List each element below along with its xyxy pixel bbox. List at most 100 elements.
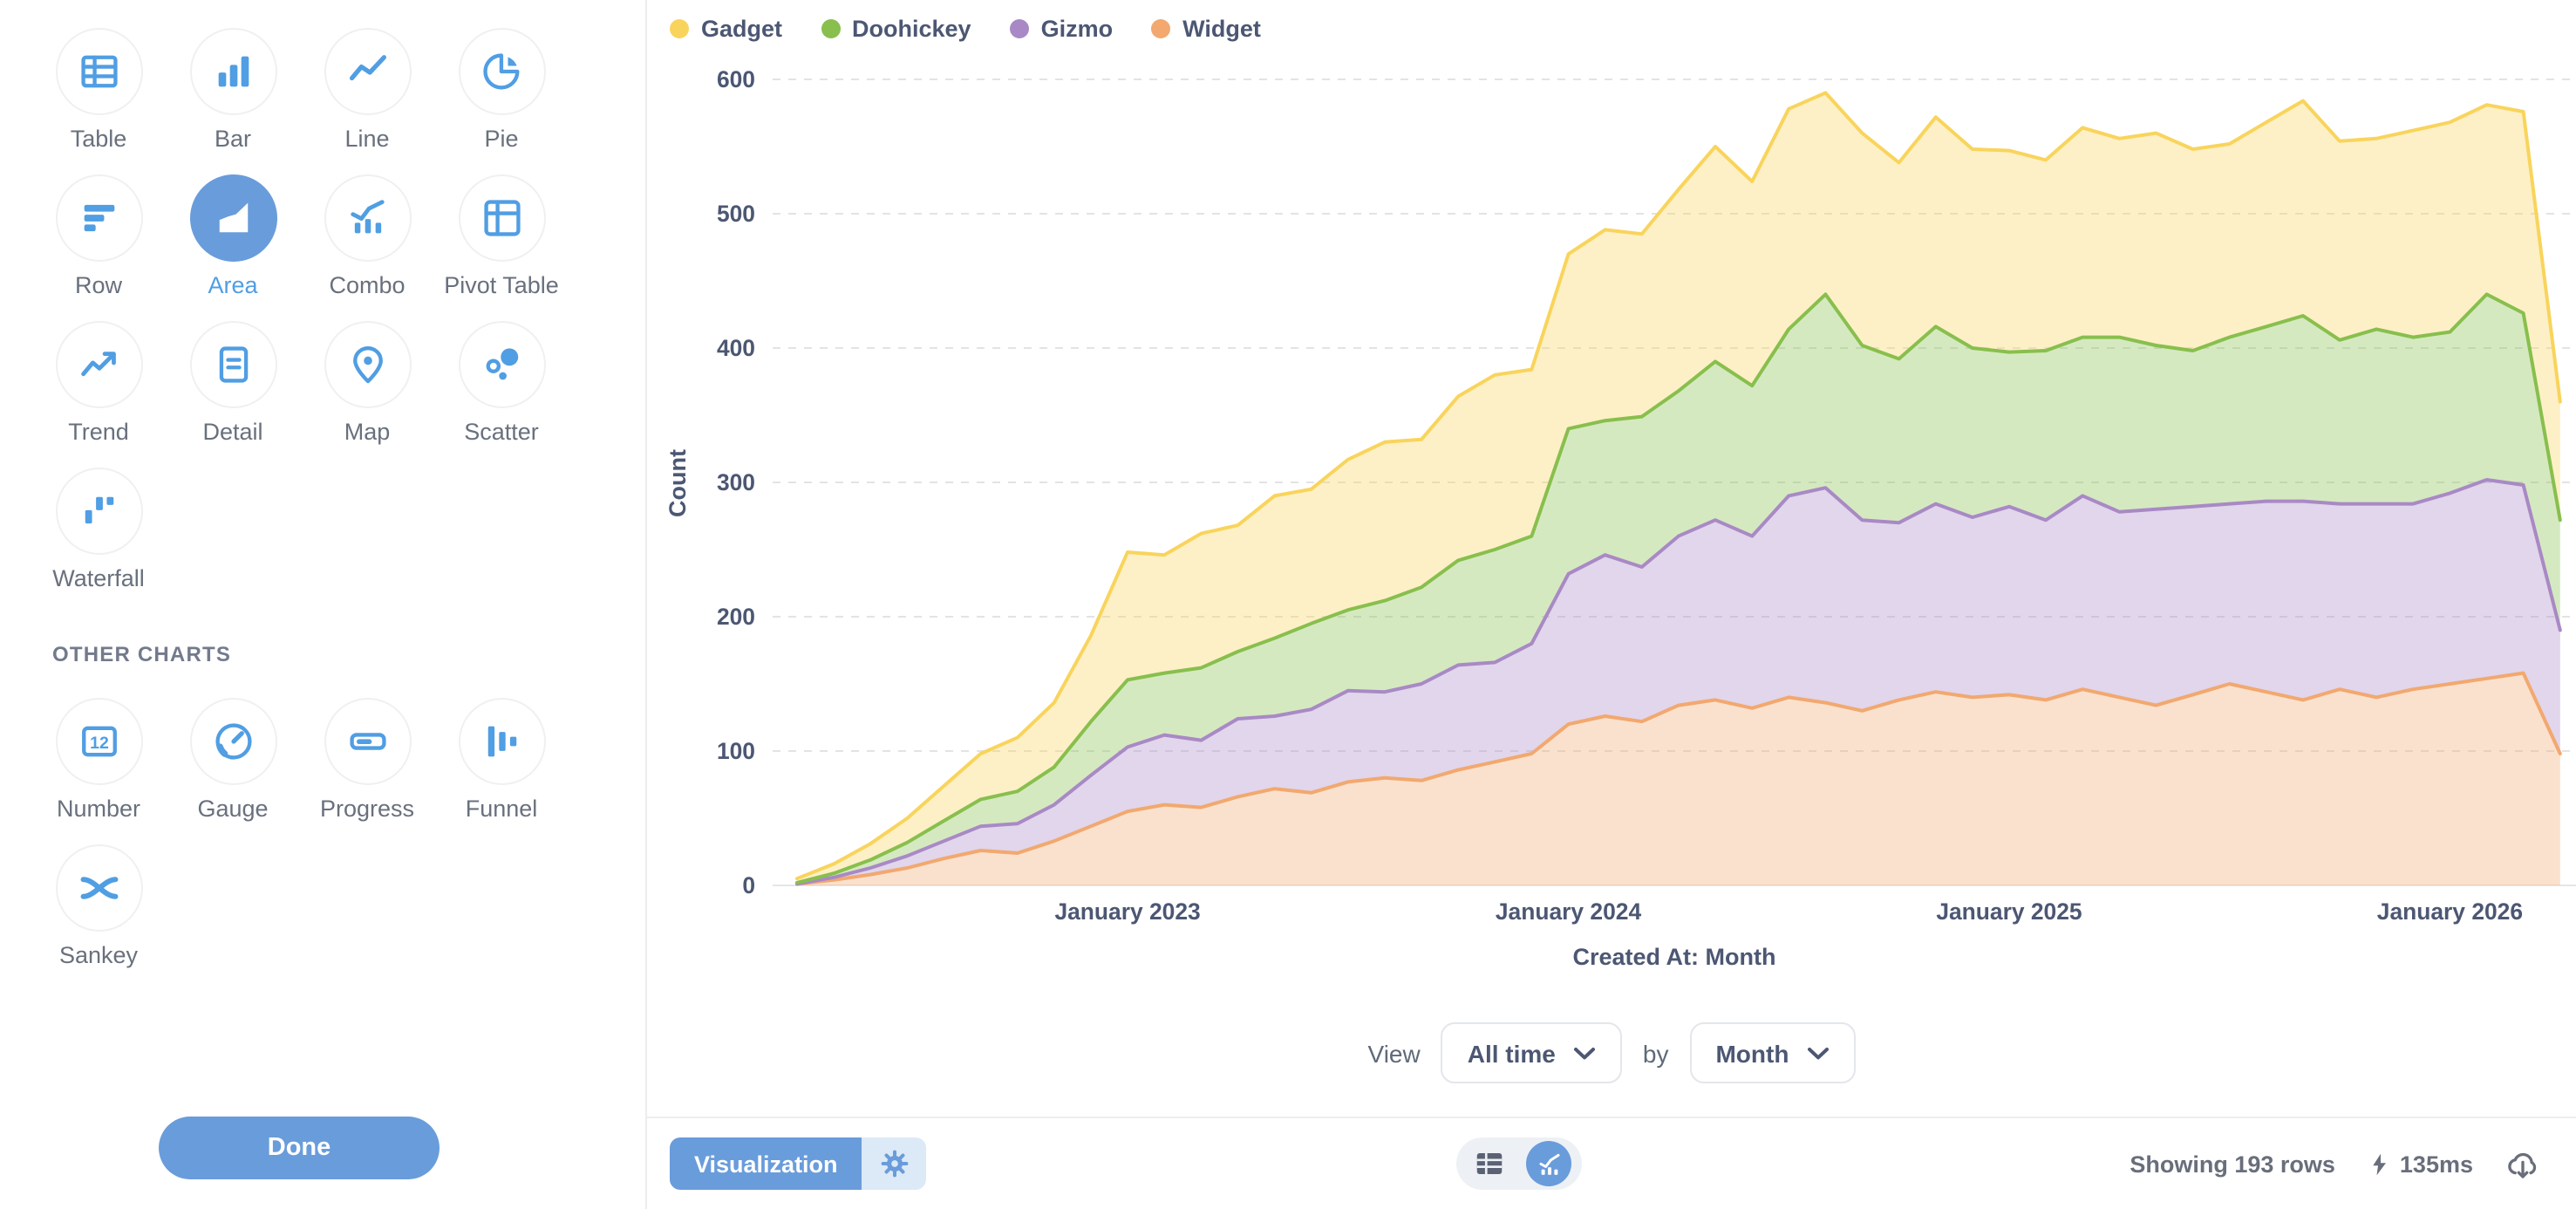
chart-type-line[interactable]: Line xyxy=(300,28,434,154)
gauge-chart-icon xyxy=(189,698,276,785)
time-filter-select[interactable]: All time xyxy=(1441,1022,1622,1083)
other-charts-grid: 12 Number Gauge Progress Funnel Sankey xyxy=(31,698,645,970)
lightning-icon xyxy=(2373,1152,2386,1175)
svg-text:January 2026: January 2026 xyxy=(2377,898,2523,925)
legend-label: Gizmo xyxy=(1040,16,1114,42)
waterfall-chart-icon xyxy=(55,468,142,555)
number-chart-icon: 12 xyxy=(55,698,142,785)
chart-type-gauge[interactable]: Gauge xyxy=(166,698,300,823)
legend-dot xyxy=(1151,19,1171,38)
legend-item-doohickey[interactable]: Doohickey xyxy=(821,16,971,42)
by-label: by xyxy=(1642,1039,1669,1067)
chart-type-map[interactable]: Map xyxy=(300,321,434,447)
other-charts-heading: OTHER CHARTS xyxy=(52,642,232,666)
chart-type-bar[interactable]: Bar xyxy=(166,28,300,154)
chart-type-label: Area xyxy=(208,272,258,298)
bar-chart-icon xyxy=(189,28,276,115)
gear-icon xyxy=(881,1150,908,1178)
chart-type-label: Waterfall xyxy=(52,565,145,591)
chart-type-label: Gauge xyxy=(197,796,269,822)
chevron-down-icon xyxy=(1807,1047,1829,1059)
svg-text:January 2025: January 2025 xyxy=(1936,898,2082,925)
row-chart-icon xyxy=(55,174,142,262)
stacked-area-chart-canvas[interactable]: 0 100 200 300 400 500 600 January 2023 January 2… xyxy=(647,0,2576,994)
chart-type-table[interactable]: Table xyxy=(31,28,166,154)
chart-type-label: Table xyxy=(70,126,127,152)
chart-type-funnel[interactable]: Funnel xyxy=(434,698,569,823)
legend-dot xyxy=(821,19,841,38)
svg-text:400: 400 xyxy=(717,335,755,361)
chart-view-button[interactable] xyxy=(1526,1141,1571,1186)
visualization-settings-button[interactable] xyxy=(862,1137,927,1190)
svg-text:200: 200 xyxy=(717,604,755,630)
grouping-select[interactable]: Month xyxy=(1689,1022,1856,1083)
svg-text:600: 600 xyxy=(717,66,755,92)
legend-label: Gadget xyxy=(701,16,783,42)
download-results-button[interactable] xyxy=(2504,1145,2541,1182)
svg-text:300: 300 xyxy=(717,469,755,495)
time-filter-value: All time xyxy=(1467,1039,1556,1067)
timing-text: 135ms xyxy=(2399,1151,2473,1177)
chart-type-label: Map xyxy=(344,419,391,445)
chart-type-progress[interactable]: Progress xyxy=(300,698,434,823)
visualization-button[interactable]: Visualization xyxy=(670,1137,862,1190)
grouping-value: Month xyxy=(1715,1039,1789,1067)
cloud-download-icon xyxy=(2508,1151,2537,1178)
table-chart-icon xyxy=(55,28,142,115)
chart-type-label: Line xyxy=(344,126,390,152)
chart-type-detail[interactable]: Detail xyxy=(166,321,300,447)
chart-type-area[interactable]: Area xyxy=(166,174,300,300)
chart-type-combo[interactable]: Combo xyxy=(300,174,434,300)
sankey-chart-icon xyxy=(55,844,142,932)
progress-chart-icon xyxy=(324,698,411,785)
svg-text:500: 500 xyxy=(717,201,755,227)
pie-chart-icon xyxy=(458,28,545,115)
visualization-area: Gadget Doohickey Gizmo Widget 0 100 200 300 400… xyxy=(647,0,2576,1209)
table-chart-toggle xyxy=(1456,1137,1582,1190)
legend-dot xyxy=(670,19,689,38)
legend-item-gadget[interactable]: Gadget xyxy=(670,16,782,42)
table-view-button[interactable] xyxy=(1463,1137,1516,1190)
row-count-text: Showing 193 rows xyxy=(2130,1151,2335,1177)
chart-type-label: Bar xyxy=(214,126,251,152)
trend-chart-icon xyxy=(55,321,142,408)
chart-type-sankey[interactable]: Sankey xyxy=(31,844,166,970)
svg-text:Count: Count xyxy=(664,449,691,517)
chart-type-number[interactable]: 12 Number xyxy=(31,698,166,823)
svg-text:Created At: Month: Created At: Month xyxy=(1573,944,1776,970)
area-chart-icon xyxy=(189,174,276,262)
chart-type-label: Trend xyxy=(68,419,129,445)
timeseries-footer-controls: View All time by Month xyxy=(647,1022,2576,1083)
chart-type-trend[interactable]: Trend xyxy=(31,321,166,447)
chart-type-label: Row xyxy=(74,272,122,298)
legend-label: Doohickey xyxy=(852,16,971,42)
legend-item-widget[interactable]: Widget xyxy=(1151,16,1261,42)
chart-legend: Gadget Doohickey Gizmo Widget xyxy=(670,16,1261,42)
chart-type-sidebar: Table Bar Line Pie Row Area Combo Pivot Table Tr… xyxy=(0,0,647,1209)
map-chart-icon xyxy=(324,321,411,408)
chart-type-label: Sankey xyxy=(58,942,139,968)
chart-type-pie[interactable]: Pie xyxy=(434,28,569,154)
view-footer: Visualization xyxy=(647,1117,2576,1209)
view-label: View xyxy=(1367,1039,1421,1067)
chart-type-label: Progress xyxy=(319,796,415,822)
svg-text:January 2023: January 2023 xyxy=(1054,898,1200,925)
legend-dot xyxy=(1009,19,1029,38)
legend-item-gizmo[interactable]: Gizmo xyxy=(1009,16,1114,42)
chart-type-row[interactable]: Row xyxy=(31,174,166,300)
chart-type-pivot-table[interactable]: Pivot Table xyxy=(434,174,569,300)
main-charts-grid: Table Bar Line Pie Row Area Combo Pivot Table Tr… xyxy=(31,28,645,593)
chart-type-label: Detail xyxy=(202,419,263,445)
chart-type-scatter[interactable]: Scatter xyxy=(434,321,569,447)
svg-text:100: 100 xyxy=(717,738,755,764)
combo-chart-icon xyxy=(1538,1152,1559,1174)
funnel-chart-icon xyxy=(458,698,545,785)
done-button[interactable]: Done xyxy=(159,1117,440,1179)
chart-type-picker: Table Bar Line Pie Row Area Combo Pivot Table Tr… xyxy=(0,0,645,970)
svg-text:12: 12 xyxy=(89,734,108,753)
combo-chart-icon xyxy=(324,174,411,262)
chart-type-label: Number xyxy=(56,796,140,822)
table-icon xyxy=(1476,1153,1503,1174)
chart-type-waterfall[interactable]: Waterfall xyxy=(31,468,166,593)
